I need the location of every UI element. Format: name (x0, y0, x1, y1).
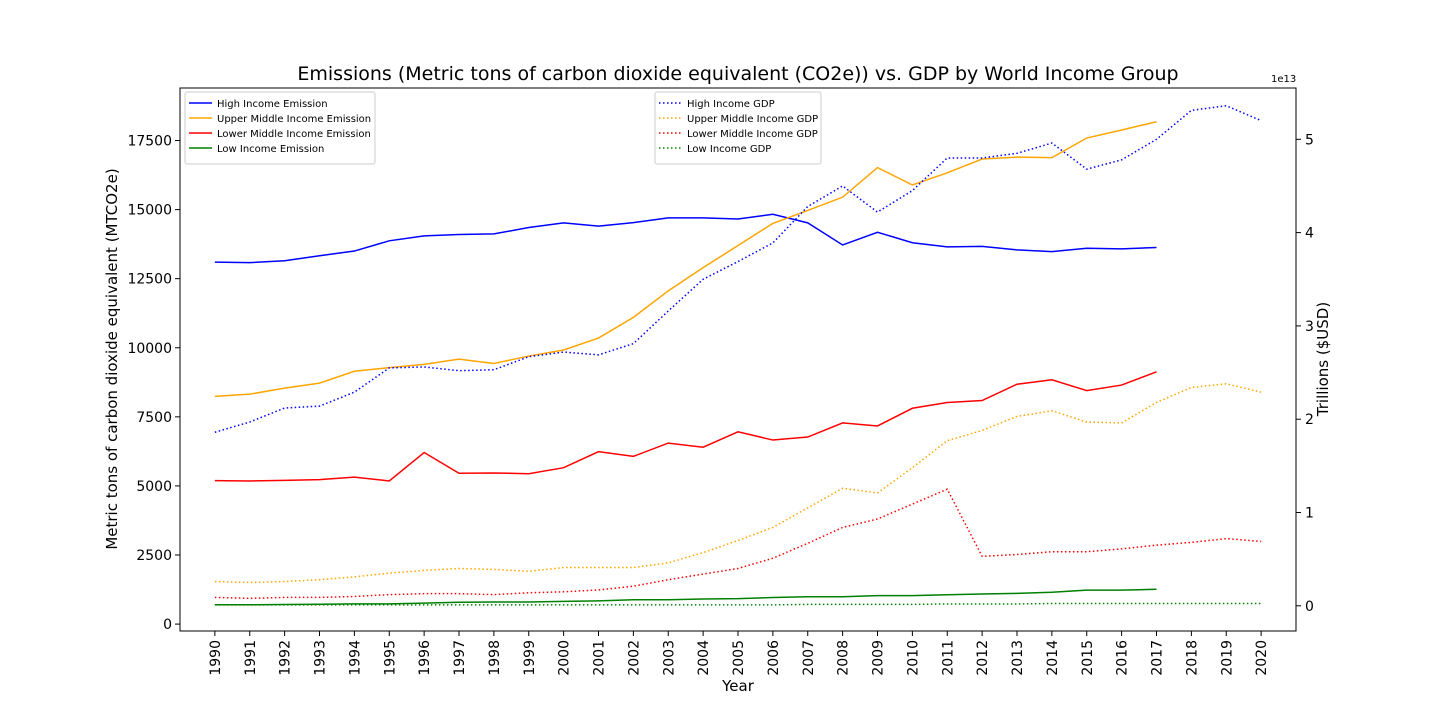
plot-area (179, 87, 1297, 632)
y2-tick-label: 2 (1305, 412, 1314, 428)
y2-offset-text: 1e13 (1271, 74, 1296, 85)
y2-tick-label: 4 (1305, 226, 1314, 242)
chart-title: Emissions (Metric tons of carbon dioxide… (297, 63, 1178, 85)
y2-tick-label: 1 (1305, 506, 1314, 522)
x-tick-label: 2007 (801, 640, 817, 676)
y-tick-label: 2500 (136, 548, 172, 564)
y2-tick-label: 3 (1305, 319, 1314, 335)
x-tick-label: 2020 (1254, 640, 1270, 676)
x-tick-label: 1999 (522, 640, 538, 676)
x-tick-label: 2008 (836, 640, 852, 676)
legend-label: Low Income Emission (217, 144, 324, 155)
x-tick-label: 2009 (871, 640, 887, 676)
legend-label: Lower Middle Income GDP (687, 129, 818, 140)
y-tick-label: 0 (163, 617, 172, 633)
y2-axis-label: Trillions ($USD) (1314, 302, 1332, 417)
x-tick-label: 2010 (905, 640, 921, 676)
x-tick-label: 2013 (1010, 640, 1026, 676)
x-tick-label: 2004 (696, 640, 712, 676)
x-tick-label: 1994 (347, 640, 363, 676)
legend-label: Lower Middle Income Emission (217, 129, 371, 140)
x-tick-label: 1993 (313, 640, 329, 676)
legend-label: Upper Middle Income GDP (687, 114, 818, 125)
x-axis-ticks: 1990 1991 1992 1993 1994 1995 1996 1997 1998 1999… (208, 631, 1270, 676)
lower-middle-income-gdp-line (214, 488, 1262, 600)
upper-middle-income-emission-line (214, 120, 1157, 398)
legend-emissions: High Income Emission Upper Middle Income … (184, 91, 376, 165)
legend-label: High Income GDP (687, 99, 775, 110)
x-tick-label: 2011 (940, 640, 956, 676)
x-tick-label: 2006 (766, 640, 782, 676)
x-tick-label: 1995 (382, 640, 398, 676)
x-tick-label: 2017 (1150, 640, 1166, 676)
x-tick-label: 2019 (1219, 640, 1235, 676)
x-tick-label: 2014 (1045, 640, 1061, 676)
low-income-emission-line (214, 588, 1157, 606)
x-tick-label: 2003 (661, 640, 677, 676)
legend-box (654, 91, 822, 165)
x-tick-label: 1998 (487, 640, 503, 676)
legend-label: Low Income GDP (687, 144, 771, 155)
y2-tick-label: 5 (1305, 132, 1314, 148)
x-tick-label: 1991 (243, 640, 259, 676)
high-income-emission-line (214, 213, 1157, 264)
x-tick-label: 2016 (1115, 640, 1131, 676)
y2-tick-label: 0 (1305, 599, 1314, 615)
high-income-gdp-line (214, 104, 1262, 433)
x-tick-label: 1996 (417, 640, 433, 676)
x-tick-label: 2018 (1184, 640, 1200, 676)
x-tick-label: 1990 (208, 640, 224, 676)
lower-middle-income-emission-line (214, 371, 1157, 482)
x-tick-label: 2000 (557, 640, 573, 676)
x-tick-label: 1997 (452, 640, 468, 676)
y-tick-label: 5000 (136, 479, 172, 495)
y-axis-label: Metric tons of carbon dioxide equivalent… (103, 168, 121, 549)
upper-middle-income-gdp-line (214, 383, 1262, 584)
y-tick-label: 7500 (136, 410, 172, 426)
series-layer (214, 104, 1262, 606)
legend-label: High Income Emission (217, 99, 328, 110)
x-tick-label: 2015 (1080, 640, 1096, 676)
y-tick-label: 15000 (127, 203, 172, 219)
x-tick-label: 2012 (975, 640, 991, 676)
y-axis-ticks: 0 2500 5000 7500 10000 12500 15000 17500 (127, 134, 180, 633)
legend-gdp: High Income GDP Upper Middle Income GDP Lo… (654, 91, 822, 165)
legend-label: Upper Middle Income Emission (217, 114, 371, 125)
y-tick-label: 12500 (127, 272, 172, 288)
legend-box (184, 91, 376, 165)
x-tick-label: 2002 (626, 640, 642, 676)
x-tick-label: 2005 (731, 640, 747, 676)
y-tick-label: 10000 (127, 341, 172, 357)
x-tick-label: 1992 (278, 640, 294, 676)
x-tick-label: 2001 (592, 640, 608, 676)
x-axis-label: Year (721, 677, 755, 695)
y-tick-label: 17500 (127, 134, 172, 150)
y2-axis-ticks: 0 1 2 3 4 5 (1296, 132, 1314, 615)
